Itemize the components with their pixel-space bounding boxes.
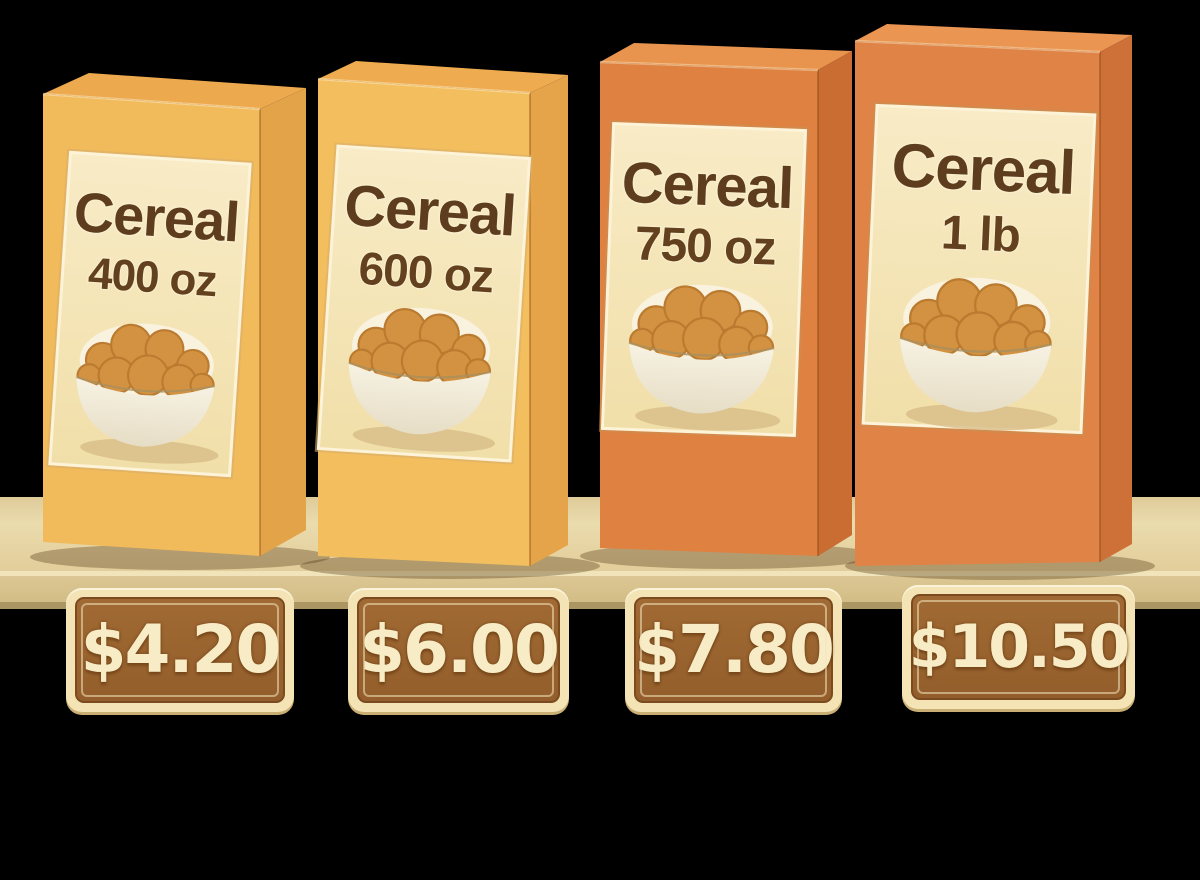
product-name: Cereal xyxy=(890,131,1076,208)
product-name: Cereal xyxy=(342,173,517,249)
box-edge-highlight xyxy=(599,60,819,72)
product-name: Cereal xyxy=(621,150,795,221)
box-top-face xyxy=(43,73,306,109)
box-side-face xyxy=(818,51,852,556)
price-value: $6.00 xyxy=(359,611,560,688)
cereal-box-1: Cereal 400 oz xyxy=(42,73,306,556)
product-size: 750 oz xyxy=(634,217,777,275)
cereal-box-2: Cereal 600 oz xyxy=(314,61,568,566)
price-tag-1: $4.20 xyxy=(66,588,294,712)
cereal-box-3: Cereal 750 oz xyxy=(598,43,852,556)
cereal-box-4: Cereal 1 lb xyxy=(854,24,1132,566)
box-label: Cereal 400 oz xyxy=(46,148,254,480)
box-top-face xyxy=(600,43,852,70)
box-label: Cereal 1 lb xyxy=(859,101,1099,437)
price-tag-panel: $4.20 xyxy=(75,597,285,703)
box-side-face xyxy=(1100,35,1132,562)
price-tag-panel: $7.80 xyxy=(634,597,835,703)
price-tag-3: $7.80 xyxy=(625,588,842,712)
shelf-bottom-edge xyxy=(0,602,1200,609)
box-top-face xyxy=(318,61,568,93)
price-value: $10.50 xyxy=(908,612,1131,682)
price-tag-panel: $6.00 xyxy=(357,597,560,703)
product-size: 1 lb xyxy=(940,206,1021,262)
price-value: $7.80 xyxy=(634,611,835,688)
box-edge-highlight xyxy=(317,77,531,95)
price-tag-4: $10.50 xyxy=(902,585,1135,709)
product-size: 400 oz xyxy=(87,249,218,306)
price-value: $4.20 xyxy=(80,611,282,688)
box-top-face xyxy=(855,24,1132,52)
shelf-front-highlight xyxy=(0,571,1200,576)
product-size: 600 oz xyxy=(357,242,495,303)
price-tag-panel: $10.50 xyxy=(908,594,1131,700)
box-label: Cereal 750 oz xyxy=(598,119,810,440)
box-edge-highlight xyxy=(42,92,261,111)
box-label: Cereal 600 oz xyxy=(314,142,534,465)
price-tag-2: $6.00 xyxy=(348,588,569,712)
box-side-face xyxy=(260,88,306,556)
box-edge-highlight xyxy=(854,39,1101,54)
product-name: Cereal xyxy=(72,180,241,254)
box-side-face xyxy=(530,75,568,566)
